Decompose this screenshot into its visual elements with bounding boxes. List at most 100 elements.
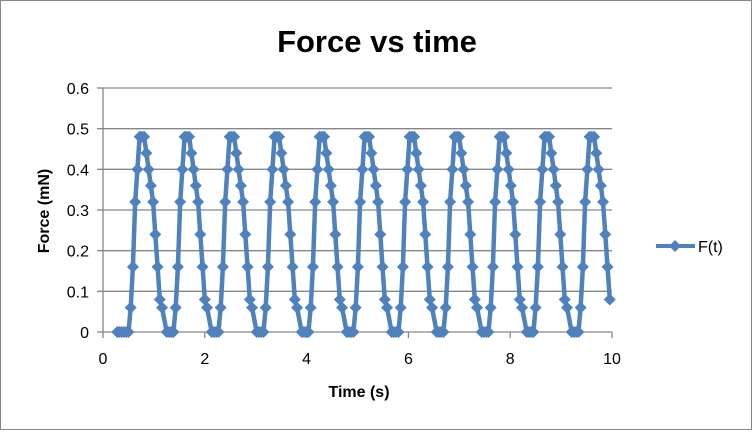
data-point-marker — [221, 163, 234, 176]
data-point-marker — [284, 228, 297, 241]
data-point-marker — [381, 301, 394, 314]
data-point-marker — [417, 195, 430, 208]
data-point-marker — [441, 260, 454, 273]
data-point-marker — [201, 301, 214, 314]
data-point-marker — [552, 195, 565, 208]
data-point-marker — [376, 260, 389, 273]
data-point-marker — [356, 163, 369, 176]
data-point-marker — [185, 147, 198, 160]
data-point-marker — [471, 301, 484, 314]
x-tick-label: 8 — [506, 351, 515, 368]
data-point-marker — [147, 195, 160, 208]
data-point-marker — [354, 195, 367, 208]
data-point-marker — [266, 163, 279, 176]
data-point-marker — [396, 260, 409, 273]
data-point-marker — [455, 147, 468, 160]
y-tick-label: 0.3 — [67, 203, 89, 220]
tick-labels: 0 0.1 0.2 0.3 0.4 0.5 0.6 0 2 4 6 8 10 — [67, 81, 621, 368]
data-point-marker — [241, 260, 254, 273]
data-point-marker — [507, 195, 520, 208]
data-point-marker — [302, 326, 315, 338]
data-point-marker — [392, 326, 405, 338]
data-point-marker — [486, 260, 499, 273]
data-point-marker — [394, 301, 407, 314]
x-tick-label: 4 — [302, 351, 311, 368]
data-point-marker — [482, 326, 495, 338]
data-point-marker — [277, 163, 290, 176]
data-point-marker — [599, 228, 612, 241]
data-point-marker — [603, 293, 616, 306]
data-point-marker — [347, 326, 360, 338]
data-point-marker — [320, 147, 333, 160]
data-point-marker — [529, 301, 542, 314]
data-point-marker — [367, 163, 380, 176]
y-tick-label: 0 — [80, 325, 89, 342]
data-point-marker — [484, 301, 497, 314]
data-point-marker — [329, 228, 342, 241]
y-tick-label: 0.4 — [67, 162, 89, 179]
data-point-marker — [489, 195, 502, 208]
data-point-marker — [412, 163, 425, 176]
y-tick-label: 0.1 — [67, 284, 89, 301]
data-point-marker — [399, 195, 412, 208]
data-point-marker — [234, 179, 247, 192]
data-point-marker — [264, 195, 277, 208]
data-point-marker — [462, 195, 475, 208]
data-point-marker — [212, 326, 225, 338]
y-tick-label: 0.6 — [67, 81, 89, 98]
data-point-marker — [149, 228, 162, 241]
y-tick-label: 0.5 — [67, 122, 89, 139]
data-point-marker — [239, 228, 252, 241]
data-point-marker — [464, 228, 477, 241]
data-point-marker — [543, 130, 556, 143]
data-point-marker — [426, 301, 439, 314]
data-point-marker — [151, 260, 164, 273]
data-point-marker — [574, 301, 587, 314]
data-point-marker — [176, 163, 189, 176]
data-point-marker — [588, 130, 601, 143]
data-point-marker — [372, 195, 385, 208]
data-point-marker — [174, 195, 187, 208]
x-tick-label: 6 — [404, 351, 413, 368]
y-tick-label: 0.2 — [67, 244, 89, 261]
data-point-marker — [421, 260, 434, 273]
data-point-marker — [498, 130, 511, 143]
data-point-marker — [171, 260, 184, 273]
legend-diamond-icon — [669, 240, 681, 252]
data-point-marker — [126, 260, 139, 273]
data-point-marker — [511, 260, 524, 273]
data-point-marker — [169, 301, 182, 314]
data-point-marker — [351, 260, 364, 273]
data-point-marker — [549, 179, 562, 192]
data-point-marker — [336, 301, 349, 314]
series-f-t — [111, 130, 616, 338]
data-point-marker — [592, 163, 605, 176]
data-point-marker — [457, 163, 470, 176]
data-point-marker — [554, 228, 567, 241]
data-point-marker — [531, 260, 544, 273]
data-point-marker — [194, 228, 207, 241]
chart-title: Force vs time — [277, 24, 477, 59]
data-point-marker — [144, 179, 157, 192]
data-point-marker — [142, 163, 155, 176]
data-point-marker — [363, 130, 376, 143]
data-point-marker — [232, 163, 245, 176]
data-point-marker — [183, 130, 196, 143]
data-point-marker — [561, 301, 574, 314]
data-point-marker — [196, 260, 209, 273]
data-point-marker — [216, 260, 229, 273]
data-point-marker — [219, 195, 232, 208]
data-point-marker — [124, 301, 137, 314]
data-point-marker — [246, 301, 259, 314]
data-point-marker — [189, 179, 202, 192]
data-point-marker — [437, 326, 450, 338]
data-point-marker — [282, 195, 295, 208]
data-point-marker — [192, 195, 205, 208]
data-point-marker — [322, 163, 335, 176]
data-point-marker — [369, 179, 382, 192]
data-point-marker — [534, 195, 547, 208]
data-point-marker — [527, 326, 540, 338]
data-point-marker — [291, 301, 304, 314]
